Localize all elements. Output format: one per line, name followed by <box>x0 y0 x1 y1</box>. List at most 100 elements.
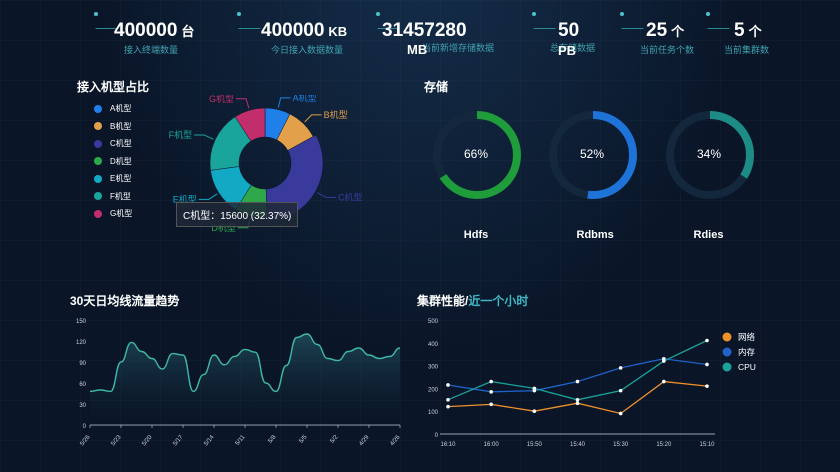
kpi-unit: 台 <box>181 24 195 39</box>
cluster-title: 集群性能/近一个小时 <box>417 292 528 309</box>
storage-gauges <box>433 111 754 199</box>
pie-slice <box>234 107 266 142</box>
kpi-unit: PB <box>558 43 577 58</box>
trend-x-tick: 5/11 <box>235 434 247 447</box>
kpi-label: 当前任务个数 <box>640 45 695 55</box>
cluster-x-tick: 15:50 <box>527 442 543 448</box>
pie-legend-item[interactable]: F机型 <box>94 191 131 202</box>
trend-x-tick: 5/17 <box>172 434 185 447</box>
kpi-dot <box>237 12 241 16</box>
cluster-y-tick: 500 <box>428 319 439 325</box>
kpi-number: 400000 <box>114 20 178 41</box>
cluster-point <box>489 402 493 407</box>
legend-swatch <box>94 139 102 148</box>
pie-label-line <box>304 114 322 123</box>
kpi-number: 31457280 <box>382 20 467 41</box>
pie-legend-item[interactable]: A机型 <box>94 103 131 114</box>
trend-y-tick: 0 <box>83 424 87 430</box>
cluster-legend-label: CPU <box>738 362 756 372</box>
cluster-legend-label: 内存 <box>738 347 756 357</box>
trend-y-tick: 120 <box>76 340 87 346</box>
cluster-series-line <box>447 358 708 393</box>
cluster-point <box>618 388 623 393</box>
cluster-x-tick: 15:20 <box>656 442 672 448</box>
pie-label-line <box>236 98 250 109</box>
cluster-point <box>532 409 537 413</box>
cluster-point <box>532 386 537 391</box>
legend-label: B机型 <box>110 121 132 131</box>
cluster-title-main: 集群性能/ <box>417 294 469 308</box>
kpi-dot <box>376 12 380 16</box>
pie-label-line <box>277 97 291 108</box>
pie-legend-item[interactable]: B机型 <box>94 121 131 132</box>
trend-x-tick: 5/23 <box>110 434 123 447</box>
kpi-value: 25 个 <box>646 20 694 42</box>
cluster-point <box>489 379 493 384</box>
kpi-unit: MB <box>407 42 428 57</box>
trend-y-tick: 150 <box>76 319 87 325</box>
cluster-legend-swatch <box>722 347 732 357</box>
pie-slice-label: D机型 <box>211 222 236 233</box>
cluster-y-tick: 400 <box>428 342 439 348</box>
cluster-x-tick: 15:30 <box>613 442 629 448</box>
trend-x-tick: 5/26 <box>79 434 92 447</box>
cluster-y-tick: 100 <box>428 410 439 416</box>
trend-title: 30天日均线流量趋势 <box>70 294 180 308</box>
traffic-trend-chart: 150 120 90 60 30 0 5/26 5/23 5/20 5/17 5/14 5/11 5/8… <box>76 319 402 447</box>
trend-x-tick: 4/26 <box>389 434 402 447</box>
trend-y-tick: 60 <box>79 382 86 388</box>
pie-legend-item[interactable]: E机型 <box>94 173 131 184</box>
pie-slice-label: G机型 <box>209 95 234 104</box>
kpi-number: 25 <box>646 20 668 41</box>
legend-swatch <box>94 174 102 183</box>
legend-swatch <box>94 192 102 200</box>
legend-swatch <box>94 122 102 130</box>
kpi-number: 5 <box>734 20 745 41</box>
trend-area <box>90 334 400 425</box>
cluster-x-tick: 15:10 <box>699 442 715 448</box>
trend-line <box>89 333 401 393</box>
legend-label: A机型 <box>110 104 132 113</box>
legend-label: F机型 <box>110 191 131 201</box>
device-type-donut-chart: A机型 B机型 C机型 D机型 E机型 F机型 G机型 <box>169 95 363 233</box>
legend-label: C机型 <box>110 139 132 148</box>
gauge-name: Hdfs <box>463 229 489 241</box>
trend-x-tick: 5/2 <box>330 434 340 445</box>
cluster-y-tick: 0 <box>435 433 439 439</box>
trend-x-tick: 5/5 <box>299 434 309 445</box>
gauge-progress <box>549 111 637 199</box>
kpi-unit: 个 <box>671 24 685 39</box>
gauge-progress <box>666 111 754 199</box>
gauge-name: Rdbms <box>576 229 614 241</box>
legend-swatch <box>94 209 102 218</box>
cluster-point <box>618 366 623 370</box>
cluster-point <box>705 384 709 388</box>
trend-y-tick: 30 <box>79 403 86 409</box>
cluster-point <box>705 362 709 367</box>
pie-legend-item[interactable]: C机型 <box>94 138 132 149</box>
kpi-dot <box>532 12 536 16</box>
cluster-point <box>446 398 450 402</box>
cluster-point <box>575 398 580 402</box>
pie-tooltip: C机型：15600 (32.37%) <box>176 202 299 227</box>
pie-legend-item[interactable]: G机型 <box>94 208 132 219</box>
pie-label-line <box>198 193 218 200</box>
cluster-legend-swatch <box>722 362 732 372</box>
cluster-x-tick: 16:10 <box>440 442 456 448</box>
kpi-value: 400000 KB <box>261 20 347 42</box>
kpi-label: 接入终端数量 <box>124 45 179 55</box>
cluster-x-tick: 16:00 <box>484 442 500 448</box>
kpi-value: 400000 台 <box>114 20 194 42</box>
pie-title: 接入机型占比 <box>77 80 150 94</box>
gauge-percent: 66% <box>464 147 489 161</box>
trend-x-tick: 5/14 <box>203 434 216 447</box>
legend-label: E机型 <box>110 174 132 183</box>
cluster-performance-chart: 500 400 300 200 100 016:10 16:00 15:50 15:40 15:3… <box>428 319 756 448</box>
trend-y-tick: 90 <box>79 361 86 367</box>
pie-legend-item[interactable]: D机型 <box>94 156 132 167</box>
cluster-point <box>662 359 666 363</box>
cluster-point <box>662 379 666 384</box>
gauge-percent: 34% <box>697 147 722 161</box>
cluster-point <box>489 390 493 394</box>
